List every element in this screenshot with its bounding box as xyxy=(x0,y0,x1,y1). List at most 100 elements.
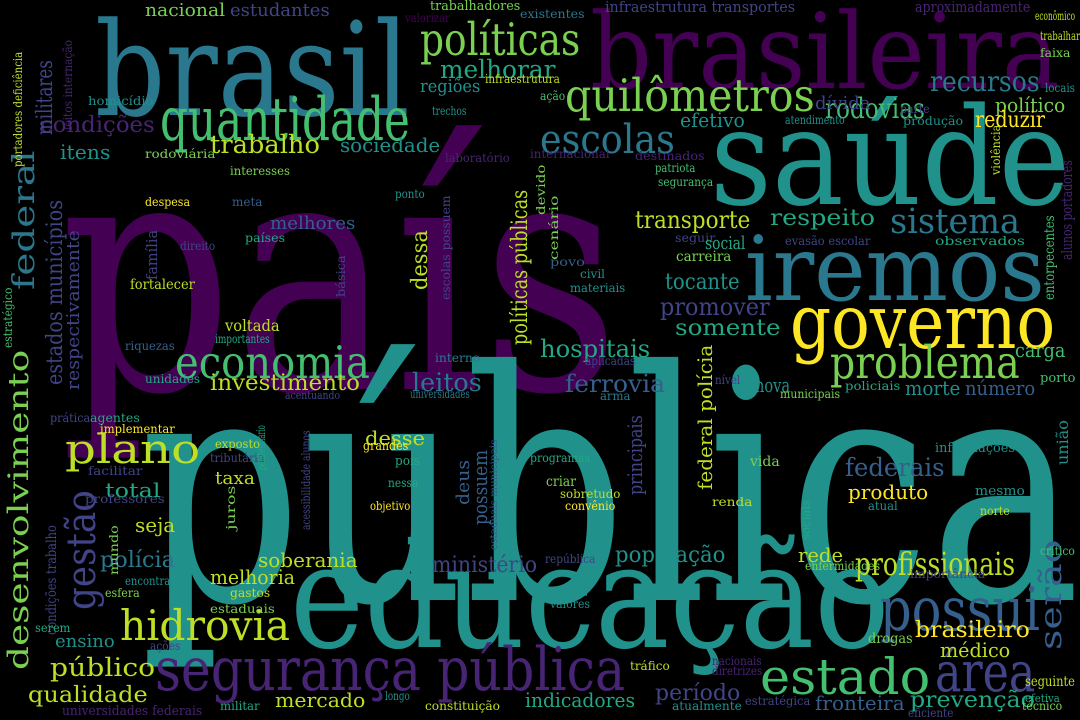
cloud-word: efetiva xyxy=(1025,692,1060,705)
cloud-word: rodoviária xyxy=(145,147,216,161)
cloud-word: área xyxy=(935,640,1036,704)
cloud-word: dívida xyxy=(815,93,871,114)
cloud-word: itens xyxy=(60,140,111,164)
cloud-word: civil xyxy=(580,267,606,281)
cloud-word: polícia xyxy=(100,548,175,573)
cloud-word: direito xyxy=(180,239,216,253)
cloud-word: sistema xyxy=(890,202,1020,242)
cloud-word: voltada xyxy=(225,316,280,335)
cloud-word: penitenciário xyxy=(254,425,268,470)
cloud-word: público xyxy=(50,653,156,682)
cloud-word: valorizar xyxy=(405,11,450,25)
cloud-word: país xyxy=(60,83,620,467)
cloud-word: norte xyxy=(980,504,1010,518)
cloud-word: possui xyxy=(880,575,1040,645)
cloud-word: políticas xyxy=(420,13,581,66)
cloud-word: fronteira xyxy=(815,691,905,715)
cloud-word: prevenção xyxy=(910,688,1035,713)
cloud-word: violência xyxy=(989,124,1003,175)
cloud-word: universidades xyxy=(410,387,470,401)
cloud-word: renda xyxy=(712,495,753,509)
cloud-word: patriota xyxy=(655,161,696,175)
cloud-word: interno xyxy=(435,351,481,365)
cloud-word: escolas possuem xyxy=(439,195,453,300)
cloud-word: governo xyxy=(790,278,1056,366)
cloud-word: dessa xyxy=(408,230,433,290)
cloud-word: morte xyxy=(905,376,961,400)
cloud-word: estratégico xyxy=(1,287,15,348)
cloud-word: militares xyxy=(33,60,58,135)
cloud-word: melhorar xyxy=(440,55,556,84)
cloud-word: tocante xyxy=(665,270,740,295)
cloud-word: evasão escolar xyxy=(785,234,871,248)
cloud-word: drogas xyxy=(868,631,913,647)
cloud-word: mesmo xyxy=(975,484,1025,499)
cloud-word: educação xyxy=(290,513,890,682)
cloud-word: acentuando xyxy=(285,389,341,402)
cloud-word: república xyxy=(545,552,596,566)
cloud-word: arma xyxy=(600,389,631,403)
cloud-word: ações xyxy=(150,639,181,653)
cloud-word: constituição xyxy=(425,699,500,713)
cloud-word: universidades federais xyxy=(62,704,203,719)
cloud-word: rede xyxy=(798,543,844,567)
cloud-word: estratégica xyxy=(745,694,811,708)
cloud-word: segurança pública xyxy=(155,635,626,705)
cloud-word: brasil xyxy=(95,0,410,146)
cloud-word: brasileiro xyxy=(915,618,1030,643)
cloud-word: tráfico xyxy=(630,659,670,673)
cloud-word: carreira xyxy=(676,249,732,265)
cloud-word: respectivamente xyxy=(63,230,84,390)
cloud-word: recursos xyxy=(930,65,1040,98)
cloud-word: exposto xyxy=(215,437,260,451)
cloud-word: parte xyxy=(900,102,930,116)
cloud-word: ponto xyxy=(395,187,425,201)
cloud-word: união xyxy=(1053,420,1072,465)
cloud-word: leitos internação xyxy=(61,39,75,130)
cloud-word: transporte xyxy=(635,206,751,234)
cloud-word: existentes xyxy=(520,7,585,21)
cloud-word: enfermidades xyxy=(805,559,881,573)
cloud-word: estudantes xyxy=(230,0,330,21)
cloud-word: melhores xyxy=(270,213,356,234)
cloud-word: crítico xyxy=(1040,544,1075,558)
cloud-word: implementar xyxy=(100,422,175,436)
cloud-word: ação xyxy=(540,89,566,103)
cloud-word: interesses xyxy=(230,164,290,178)
cloud-word: fortalecer xyxy=(130,277,195,293)
cloud-word: ministério xyxy=(432,553,538,578)
cloud-word: informações xyxy=(935,441,1015,456)
cloud-word: nível xyxy=(715,373,741,387)
cloud-word: criar xyxy=(546,474,577,490)
cloud-word: mercado xyxy=(275,688,366,712)
cloud-word: gestão xyxy=(59,490,105,610)
cloud-word: sociedade xyxy=(340,133,441,157)
cloud-word: investimento xyxy=(210,371,360,396)
cloud-word: porto xyxy=(1040,371,1076,386)
cloud-word: segurança xyxy=(658,175,714,189)
cloud-word: riquezas xyxy=(125,339,175,353)
cloud-word: objetivo xyxy=(370,499,411,513)
cloud-word: serem xyxy=(35,621,71,635)
cloud-word: federais xyxy=(845,453,945,482)
cloud-word: observados xyxy=(935,234,1025,248)
cloud-word: nacional xyxy=(145,0,226,21)
cloud-word: importantes xyxy=(215,332,270,346)
cloud-word: trabalho xyxy=(210,130,320,159)
cloud-word: condições xyxy=(40,113,155,138)
cloud-word: econômico xyxy=(1035,9,1076,23)
cloud-word: plano xyxy=(65,427,201,473)
cloud-word: desse xyxy=(365,426,426,450)
cloud-word: juros xyxy=(224,485,238,530)
cloud-word: regiões xyxy=(420,76,481,97)
cloud-word: seja xyxy=(135,513,176,537)
cloud-word: infraestrutura xyxy=(485,72,560,86)
cloud-word: brasileira xyxy=(590,0,1060,113)
cloud-word: longo xyxy=(385,689,410,703)
cloud-word: economia xyxy=(175,336,370,389)
cloud-word: pública xyxy=(140,304,1080,676)
cloud-word: leitos xyxy=(412,368,482,397)
cloud-word: técnico xyxy=(1022,699,1063,713)
cloud-word: possuem xyxy=(468,449,492,525)
